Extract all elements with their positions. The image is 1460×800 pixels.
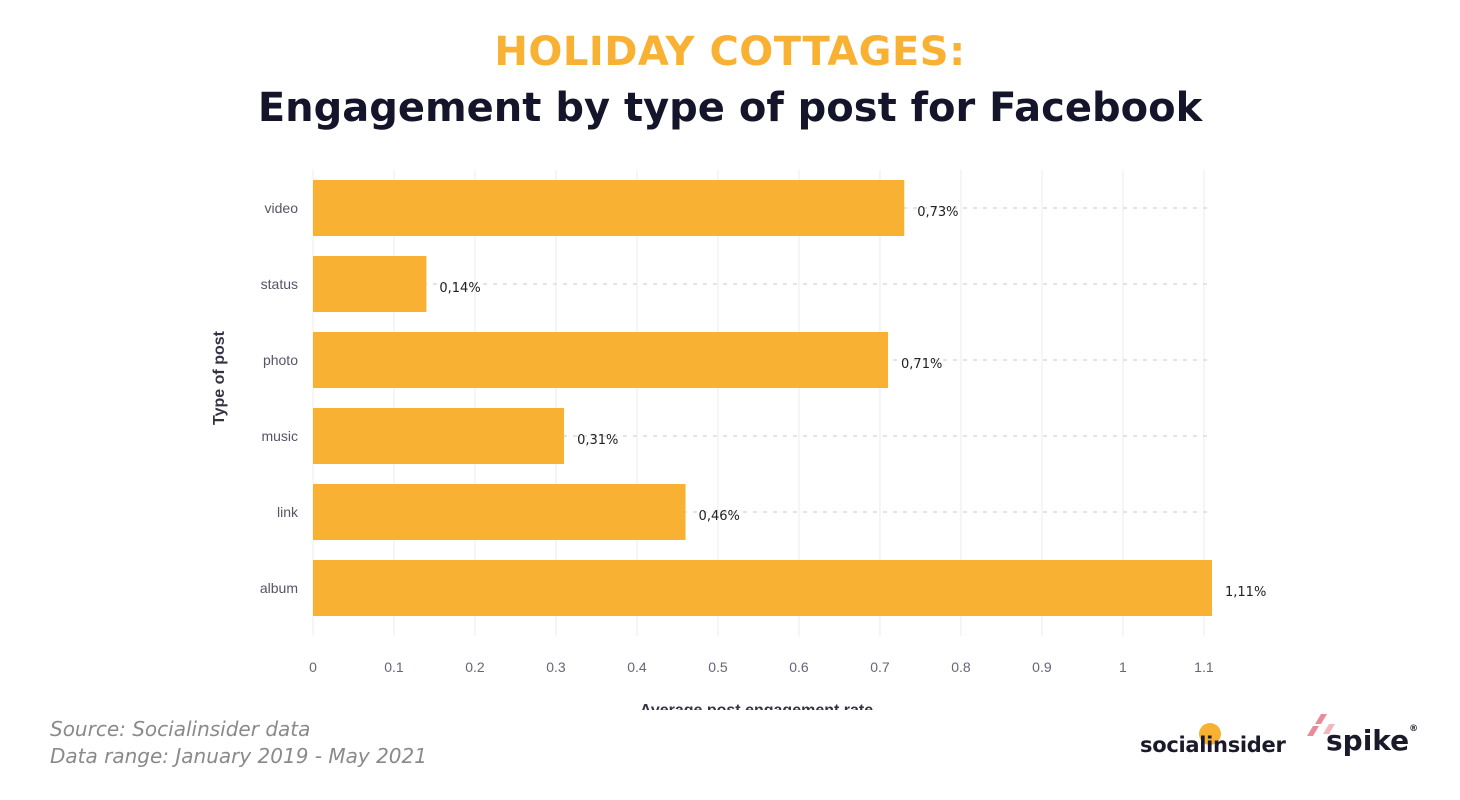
socialinsider-logo: socialinsider <box>1140 733 1286 757</box>
engagement-bar-chart: video 0,73% status 0,14% photo 0,71% music 0,31… <box>211 170 1266 710</box>
bar-music <box>313 408 565 464</box>
x-tick-label-0: 0 <box>309 659 317 675</box>
data-label-album: 1,11% <box>1225 585 1266 600</box>
x-tick-label-2: 0.2 <box>465 659 485 675</box>
source-note: Source: Socialinsider data Data range: J… <box>50 716 427 770</box>
x-tick-label-9: 0.9 <box>1032 659 1052 675</box>
category-label-link: link <box>277 504 299 520</box>
date-range-text: Data range: January 2019 - May 2021 <box>50 744 427 768</box>
x-tick-label-11: 1.1 <box>1194 659 1214 675</box>
bar-video <box>313 180 905 236</box>
x-tick-label-1: 0.1 <box>384 659 404 675</box>
x-axis-title: Average post engagement rate <box>640 702 873 710</box>
category-label-music: music <box>261 428 298 444</box>
data-label-photo: 0,71% <box>901 357 942 372</box>
spike-logo: spike® <box>1326 724 1419 757</box>
chart-title: HOLIDAY COTTAGES: <box>494 29 966 75</box>
x-tick-label-8: 0.8 <box>951 659 971 675</box>
bar-photo <box>313 332 889 388</box>
y-axis-title: Type of post <box>211 330 228 425</box>
bar-album <box>313 560 1212 616</box>
data-label-link: 0,46% <box>699 509 740 524</box>
data-label-video: 0,73% <box>917 205 958 220</box>
x-tick-label-6: 0.6 <box>789 659 809 675</box>
data-label-status: 0,14% <box>439 281 480 296</box>
bar-status <box>313 256 427 312</box>
spike-logo-icon <box>1307 714 1335 736</box>
bar-link <box>313 484 686 540</box>
category-label-video: video <box>265 200 299 216</box>
source-text: Source: Socialinsider data <box>50 717 311 741</box>
data-label-music: 0,31% <box>577 433 618 448</box>
category-label-photo: photo <box>263 352 298 368</box>
x-tick-label-3: 0.3 <box>546 659 566 675</box>
x-tick-label-7: 0.7 <box>870 659 890 675</box>
category-label-album: album <box>260 580 298 596</box>
category-label-status: status <box>261 276 298 292</box>
x-tick-label-10: 1 <box>1119 659 1127 675</box>
chart-subtitle: Engagement by type of post for Facebook <box>257 85 1203 131</box>
socialinsider-logo-icon <box>1199 723 1221 745</box>
x-tick-label-5: 0.5 <box>708 659 728 675</box>
x-tick-label-4: 0.4 <box>627 659 647 675</box>
